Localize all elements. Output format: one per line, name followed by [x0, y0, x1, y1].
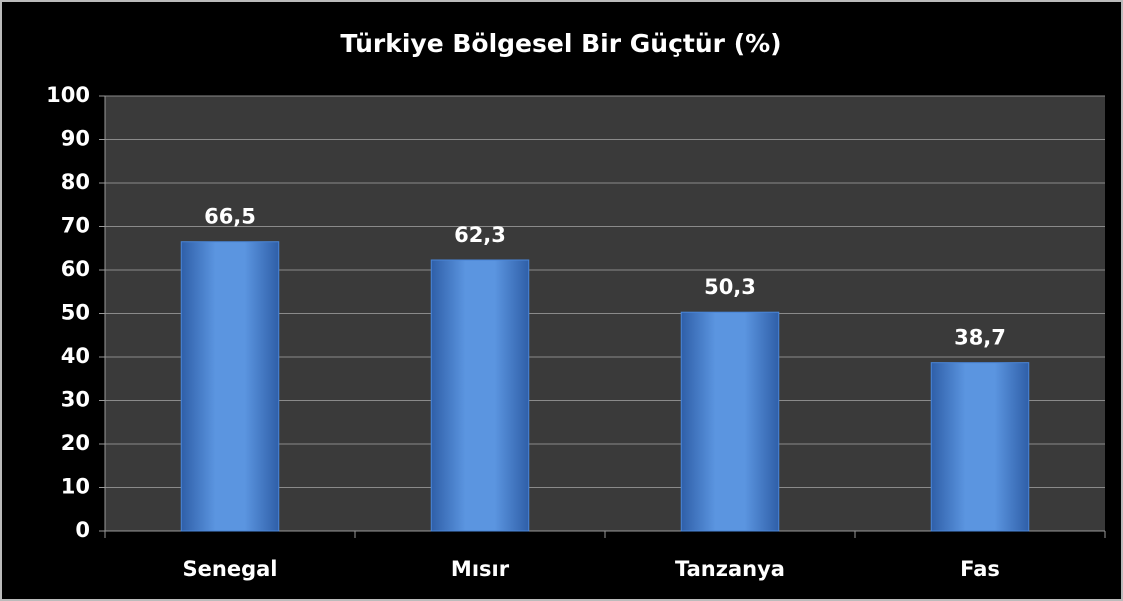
bar: [930, 362, 1030, 532]
y-tick-label: 70: [61, 214, 90, 238]
bar: [430, 259, 530, 532]
y-tick-label: 80: [61, 170, 90, 194]
x-tick-label: Senegal: [183, 557, 278, 581]
bar: [180, 241, 280, 532]
y-tick-label: 60: [61, 257, 90, 281]
y-tick-label: 40: [61, 344, 90, 368]
data-label: 62,3: [454, 223, 506, 247]
y-tick-label: 90: [61, 127, 90, 151]
x-tick-label: Tanzanya: [675, 557, 785, 581]
y-tick-label: 0: [75, 518, 90, 542]
y-tick-label: 30: [61, 388, 90, 412]
y-tick-label: 100: [46, 83, 90, 107]
x-tick-label: Mısır: [451, 557, 510, 581]
chart-title: Türkiye Bölgesel Bir Güçtür (%): [340, 29, 781, 58]
data-label: 50,3: [704, 275, 756, 299]
x-tick-label: Fas: [960, 557, 1000, 581]
data-label: 38,7: [954, 326, 1006, 350]
category-separators: [104, 531, 1106, 538]
data-label: 66,5: [204, 205, 256, 229]
y-tick-label: 10: [61, 475, 90, 499]
bar: [680, 311, 780, 532]
y-tick-label: 20: [61, 431, 90, 455]
y-tick-label: 50: [61, 301, 90, 325]
